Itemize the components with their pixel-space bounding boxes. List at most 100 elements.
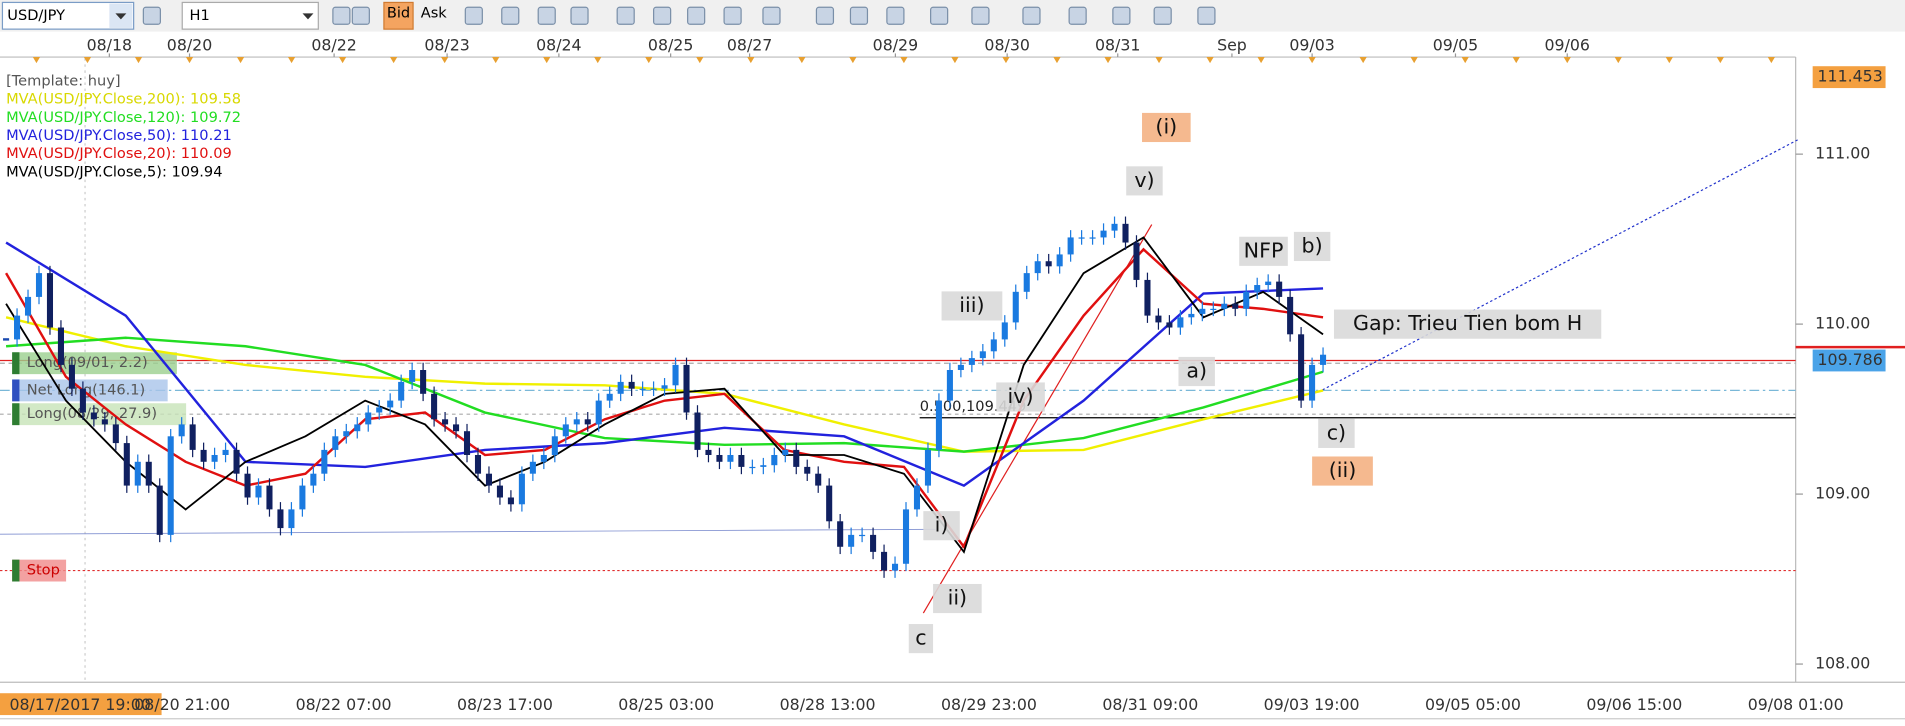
event-marker <box>83 57 92 64</box>
event-marker <box>747 57 755 64</box>
x-bottom-label: 09/03 19:00 <box>1264 695 1360 714</box>
event-marker <box>696 57 704 64</box>
event-marker <box>543 57 551 64</box>
annotation: iv) <box>1008 384 1034 408</box>
order-handle <box>12 403 20 426</box>
candle <box>1265 281 1272 286</box>
start-time-box <box>0 693 162 716</box>
tool-icon[interactable] <box>501 6 520 25</box>
candle <box>474 454 482 474</box>
toolbar-icons <box>142 6 1216 25</box>
x-top-label: 08/31 <box>1095 36 1140 55</box>
tool-icon[interactable] <box>886 6 905 25</box>
tool-icon[interactable] <box>570 6 589 25</box>
tool-icon[interactable] <box>616 6 635 25</box>
candle <box>1100 230 1107 238</box>
annotation-box <box>1333 309 1602 339</box>
candle <box>1254 285 1261 292</box>
candle <box>793 449 800 467</box>
candle <box>804 466 811 474</box>
annotation: (ii) <box>1329 458 1357 482</box>
timeframe-select[interactable] <box>181 1 319 30</box>
candle <box>299 485 306 510</box>
event-marker <box>1767 57 1776 64</box>
tool-icon[interactable] <box>687 6 706 25</box>
tool-icon[interactable] <box>1068 6 1087 25</box>
annotation-box <box>1318 418 1355 448</box>
candle <box>101 419 108 425</box>
annotation: ii) <box>948 586 968 610</box>
tool-icon[interactable] <box>1022 6 1041 25</box>
candle <box>1309 364 1316 401</box>
candle <box>332 436 339 450</box>
candle <box>694 412 701 450</box>
event-marker <box>1665 57 1673 64</box>
candle <box>606 393 613 401</box>
x-bottom-label: 09/06 15:00 <box>1586 695 1682 714</box>
candle <box>1232 303 1239 309</box>
candle <box>837 521 844 547</box>
candle <box>617 381 624 394</box>
event-marker <box>645 57 653 64</box>
tool-icon[interactable] <box>762 6 781 25</box>
candle <box>573 419 580 425</box>
candle <box>1089 237 1096 239</box>
tool-icon[interactable] <box>351 6 370 25</box>
trend-line <box>922 224 1153 614</box>
y-tick-label: 108.00 <box>1815 654 1870 673</box>
candle <box>112 424 119 444</box>
candle <box>529 461 536 474</box>
tool-icon[interactable] <box>653 6 672 25</box>
x-top-label: 08/27 <box>727 36 772 55</box>
annotation-box <box>933 583 982 614</box>
candle <box>727 454 734 462</box>
event-marker <box>1359 57 1367 64</box>
candle <box>672 364 679 386</box>
candle <box>551 436 558 455</box>
tool-icon[interactable] <box>537 6 556 25</box>
candle <box>990 339 997 352</box>
legend-entry: MVA(USD/JPY.Close,50): 110.21 <box>6 127 232 144</box>
candle <box>1199 308 1206 314</box>
legend-entry: MVA(USD/JPY.Close,120): 109.72 <box>6 109 241 126</box>
candle <box>957 364 964 371</box>
bid-button[interactable] <box>383 1 414 30</box>
tool-icon[interactable] <box>1197 6 1216 25</box>
event-marker <box>1461 57 1469 64</box>
candle <box>1188 313 1195 318</box>
ask: Ask <box>421 4 448 21</box>
ask-button[interactable] <box>419 2 449 30</box>
tool-icon[interactable] <box>723 6 742 25</box>
candle <box>288 509 295 529</box>
event-marker <box>1053 57 1061 64</box>
tool-icon[interactable] <box>930 6 949 25</box>
legend-entry: MVA(USD/JPY.Close,200): 109.58 <box>6 91 241 108</box>
event-marker <box>389 57 398 64</box>
event-marker <box>594 57 602 64</box>
moving-average <box>5 336 1324 453</box>
candle <box>244 473 251 498</box>
candle <box>771 454 778 466</box>
candle <box>123 443 130 486</box>
event-marker <box>185 57 194 64</box>
current-price-label: 109.786 <box>1818 350 1883 369</box>
event-marker <box>951 57 959 64</box>
candle <box>310 473 317 486</box>
tool-icon[interactable] <box>332 6 351 25</box>
tool-icon[interactable] <box>815 6 835 25</box>
candle <box>891 563 899 571</box>
tool-icon[interactable] <box>1112 6 1131 25</box>
tool-icon[interactable] <box>464 6 483 25</box>
tool-icon[interactable] <box>971 6 990 25</box>
tool-icon[interactable] <box>142 6 161 25</box>
annotation-box <box>923 511 960 541</box>
tool-icon[interactable] <box>1153 6 1172 25</box>
candle <box>1012 291 1019 323</box>
x-top-label: 08/25 <box>648 36 693 55</box>
tool-icon[interactable] <box>849 6 869 25</box>
moving-average <box>5 247 1324 550</box>
order-handle <box>12 559 20 582</box>
candle <box>189 424 196 450</box>
trend-line <box>1317 139 1799 393</box>
